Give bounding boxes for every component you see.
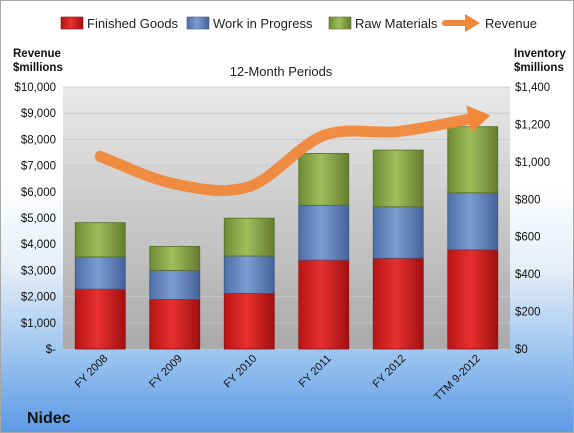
category-label: FY 2009 <box>147 353 185 391</box>
legend-swatch-work-in-progress <box>186 16 210 30</box>
bar-finished-goods <box>149 299 201 350</box>
left-axis-title-line2: $millions <box>13 62 63 74</box>
left-tick-label: $3,000 <box>21 265 56 277</box>
left-tick-label: $5,000 <box>21 213 56 225</box>
bar-work-in-progress <box>298 204 350 261</box>
bar-raw-materials <box>223 217 275 257</box>
revenue-series <box>94 105 491 197</box>
left-axis-title-line1: Revenue <box>13 48 61 60</box>
revenue-arrowhead <box>466 105 491 133</box>
right-axis-title-line2: $millions <box>514 62 564 74</box>
left-tick-label: $7,000 <box>21 161 56 173</box>
category-labels: FY 2008 FY 2009 FY 2010 FY 2011 FY 2012 TTM 9… <box>73 353 483 404</box>
bar-finished-goods <box>372 257 424 350</box>
bar-raw-materials <box>74 222 126 258</box>
bar-finished-goods <box>298 259 350 350</box>
right-tick-label: $1,000 <box>515 157 550 169</box>
bar-raw-materials <box>447 126 499 194</box>
left-tick-label: $9,000 <box>21 108 56 120</box>
revenue-line <box>94 112 479 197</box>
bar-raw-materials <box>149 246 201 271</box>
legend-label-revenue: Revenue <box>485 16 537 31</box>
left-tick-label: $4,000 <box>21 239 56 251</box>
left-tick-label: $10,000 <box>14 82 56 94</box>
bar-raw-materials <box>298 153 350 206</box>
right-tick-label: $0 <box>515 344 528 356</box>
left-tick-label: $- <box>46 344 56 356</box>
legend-label-finished-goods: Finished Goods <box>87 16 179 31</box>
company-name: Nidec <box>27 410 71 427</box>
legend-swatch-revenue <box>442 14 480 32</box>
legend: Finished Goods Work in Progress Raw Mate… <box>60 14 537 32</box>
chart-title: 12-Month Periods <box>230 64 333 79</box>
bar-raw-materials <box>372 149 424 208</box>
stacked-bars <box>74 126 499 350</box>
legend-swatch-finished-goods <box>60 16 84 30</box>
gridlines <box>63 86 510 350</box>
right-tick-label: $600 <box>515 232 541 244</box>
left-tick-label: $6,000 <box>21 187 56 199</box>
left-axis-ticks: $- $1,000 $2,000 $3,000 $4,000 $5,000 $6,000 $7… <box>14 82 56 356</box>
bar-finished-goods <box>74 288 126 350</box>
left-tick-label: $2,000 <box>21 292 56 304</box>
right-tick-label: $1,200 <box>515 119 550 131</box>
right-tick-label: $400 <box>515 269 541 281</box>
category-label: TTM 9-2012 <box>432 353 483 404</box>
right-tick-label: $1,400 <box>515 82 550 94</box>
legend-swatch-raw-materials <box>328 16 352 30</box>
right-tick-label: $200 <box>515 307 541 319</box>
right-axis-title-line1: Inventory <box>514 48 566 60</box>
left-tick-label: $1,000 <box>21 318 56 330</box>
category-label: FY 2012 <box>371 353 409 391</box>
right-tick-label: $800 <box>515 194 541 206</box>
bar-finished-goods <box>447 249 499 350</box>
right-axis-ticks: $0 $200 $400 $600 $800 $1,000 $1,200 $1,400 <box>515 82 550 356</box>
category-label: FY 2010 <box>222 353 260 391</box>
category-label: FY 2011 <box>297 353 334 390</box>
bar-work-in-progress <box>447 192 499 251</box>
bar-work-in-progress <box>149 269 201 300</box>
legend-label-work-in-progress: Work in Progress <box>213 16 313 31</box>
bar-finished-goods <box>223 293 275 350</box>
left-tick-label: $8,000 <box>21 134 56 146</box>
bar-work-in-progress <box>223 255 275 294</box>
category-label: FY 2008 <box>73 353 111 391</box>
bar-work-in-progress <box>372 206 424 259</box>
bar-work-in-progress <box>74 256 126 290</box>
legend-label-raw-materials: Raw Materials <box>355 16 438 31</box>
